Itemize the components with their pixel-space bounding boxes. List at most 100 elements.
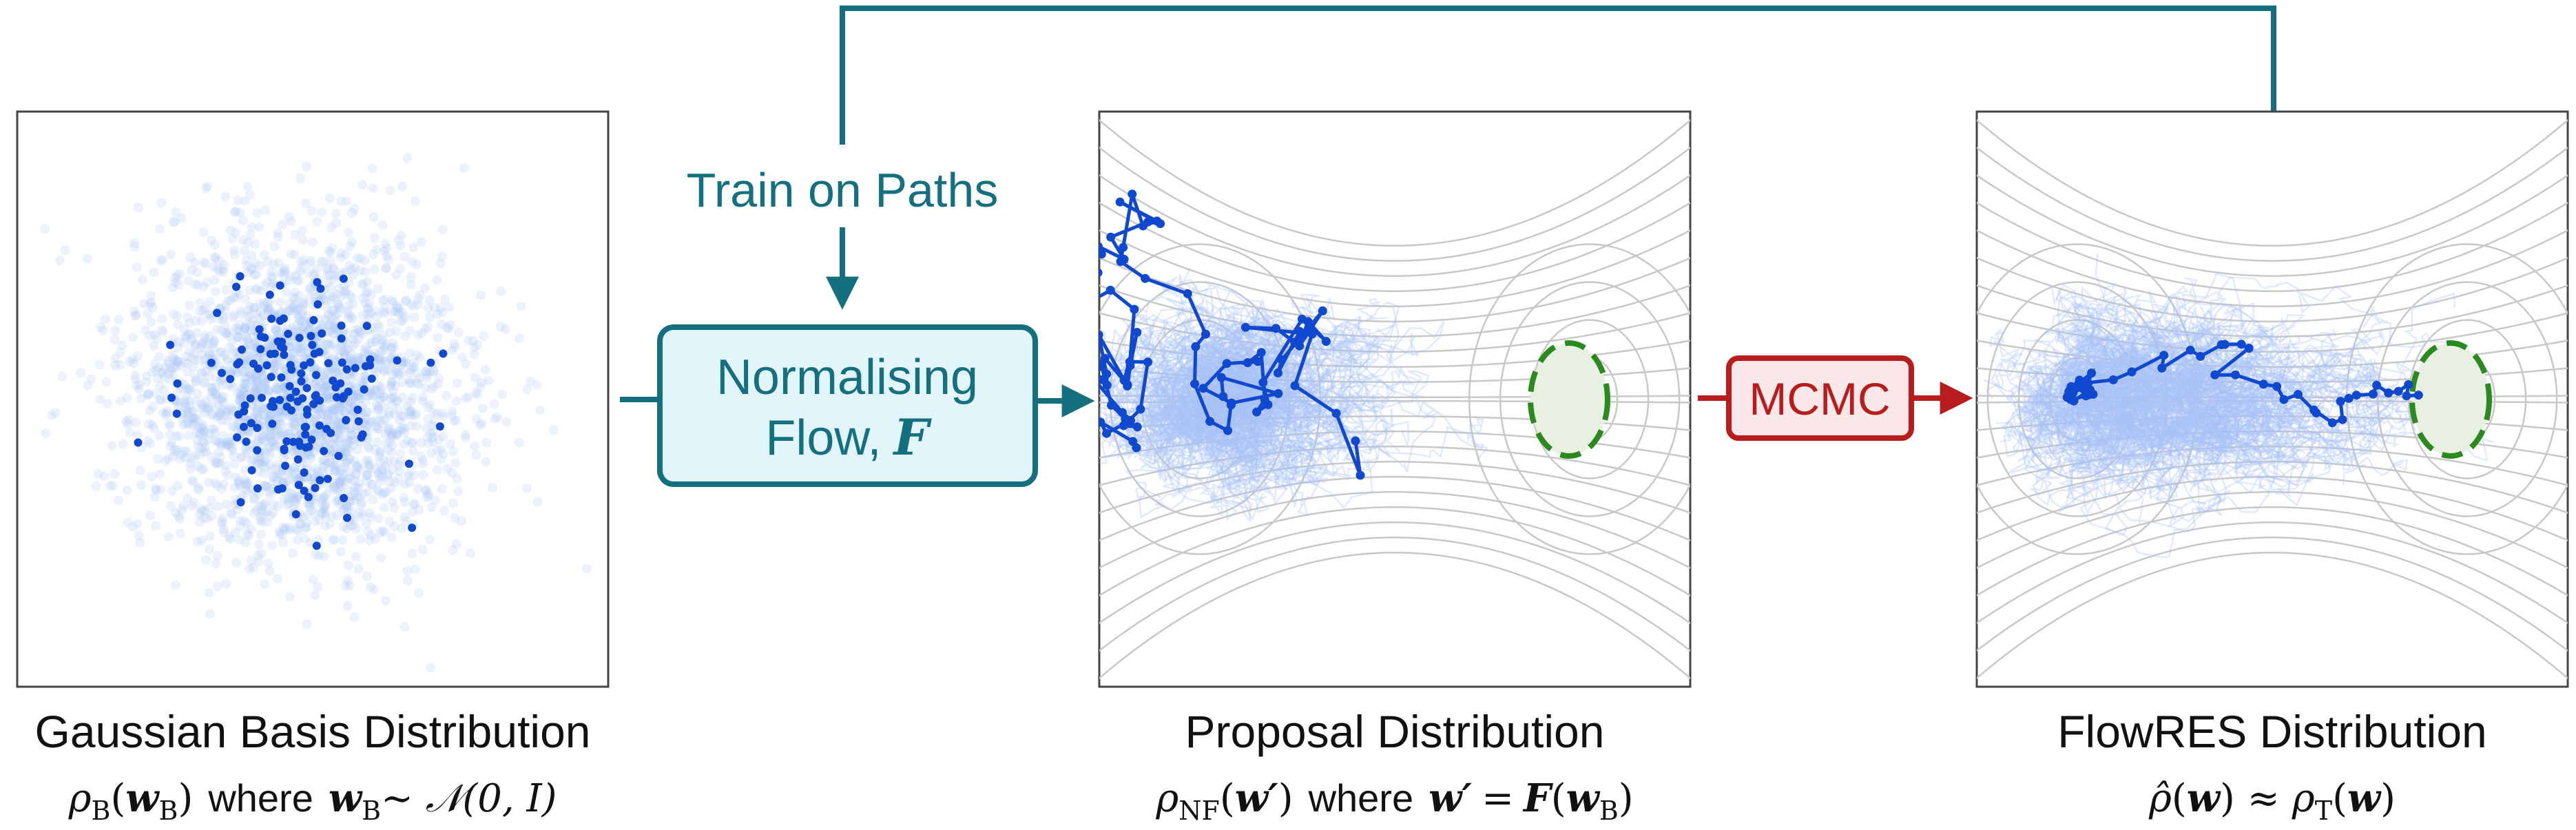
basis-light-point bbox=[401, 357, 411, 366]
basis-light-point bbox=[437, 484, 447, 494]
basis-light-point bbox=[289, 306, 300, 316]
basis-light-point bbox=[373, 355, 384, 366]
basis-light-point bbox=[428, 437, 438, 447]
basis-light-point bbox=[349, 482, 360, 492]
basis-light-point bbox=[266, 267, 276, 277]
basis-light-point bbox=[361, 343, 371, 353]
proposal-path-point bbox=[1125, 361, 1135, 371]
basis-light-point bbox=[196, 422, 207, 432]
basis-light-point bbox=[383, 444, 393, 455]
proposal-path-point bbox=[1099, 249, 1106, 259]
basis-dark-point bbox=[362, 322, 371, 331]
light-path bbox=[1186, 360, 1301, 469]
light-path bbox=[1140, 370, 1322, 464]
basis-dark-point bbox=[207, 358, 216, 367]
basis-dark-point bbox=[291, 387, 300, 396]
basis-light-point bbox=[262, 506, 272, 517]
basis-light-point bbox=[214, 400, 224, 410]
basis-light-point bbox=[260, 456, 270, 466]
light-path bbox=[1132, 386, 1247, 438]
basis-light-point bbox=[188, 362, 198, 373]
basis-light-point bbox=[325, 270, 335, 280]
basis-light-point bbox=[383, 457, 393, 466]
basis-light-point bbox=[278, 495, 289, 505]
basis-light-point bbox=[362, 309, 373, 320]
basis-light-point bbox=[385, 430, 395, 440]
basis-dark-point bbox=[266, 350, 275, 358]
basis-light-point bbox=[315, 493, 326, 504]
basis-light-point bbox=[342, 502, 353, 512]
basis-light-point bbox=[302, 268, 313, 278]
basis-light-point bbox=[353, 355, 363, 365]
basis-dark-point bbox=[269, 397, 277, 406]
basis-light-point bbox=[256, 501, 267, 511]
basis-light-point bbox=[275, 468, 285, 479]
basis-light-point bbox=[205, 531, 215, 541]
basis-light-point bbox=[408, 357, 419, 368]
basis-light-point bbox=[417, 455, 428, 465]
basis-light-point bbox=[373, 513, 384, 523]
basis-light-point bbox=[323, 369, 333, 379]
basis-light-point bbox=[292, 276, 302, 286]
basis-light-point bbox=[324, 393, 334, 404]
basis-light-point bbox=[242, 267, 253, 278]
flowres-formula-approx: ≈ bbox=[2247, 776, 2280, 821]
basis-light-point bbox=[234, 289, 245, 299]
basis-light-point bbox=[324, 368, 334, 378]
basis-light-point bbox=[167, 451, 178, 461]
basis-light-point bbox=[275, 416, 285, 426]
basis-formula-arg-sub: B bbox=[159, 796, 178, 826]
basis-light-point bbox=[450, 458, 461, 468]
basis-light-point bbox=[423, 488, 433, 499]
flowres-path-point bbox=[2080, 378, 2090, 388]
basis-light-point bbox=[336, 346, 346, 356]
light-path bbox=[2086, 307, 2245, 415]
basis-light-point bbox=[310, 379, 320, 389]
basis-light-point bbox=[208, 262, 218, 272]
basis-light-point bbox=[203, 309, 214, 320]
basis-light-point bbox=[397, 368, 408, 378]
light-path bbox=[1149, 380, 1416, 446]
basis-light-point bbox=[398, 315, 408, 325]
basis-light-point bbox=[323, 310, 333, 320]
basis-light-point bbox=[143, 388, 154, 399]
basis-light-point bbox=[428, 427, 439, 437]
basis-light-point bbox=[469, 342, 479, 353]
light-path bbox=[1243, 417, 1400, 517]
basis-light-point bbox=[391, 380, 400, 391]
basis-light-point bbox=[335, 304, 346, 314]
basis-light-point bbox=[322, 391, 333, 401]
basis-light-point bbox=[353, 564, 364, 574]
basis-light-point bbox=[322, 406, 333, 416]
basis-light-point bbox=[320, 314, 331, 324]
basis-light-point bbox=[361, 519, 371, 529]
basis-light-point bbox=[404, 477, 415, 488]
basis-light-point bbox=[273, 330, 284, 340]
basis-light-point bbox=[349, 490, 359, 501]
basis-light-point bbox=[124, 415, 134, 425]
light-path bbox=[1157, 384, 1240, 468]
basis-light-point bbox=[391, 326, 402, 336]
basis-light-point bbox=[386, 377, 397, 387]
basis-light-point bbox=[355, 492, 364, 502]
basis-light-point bbox=[367, 479, 377, 490]
basis-light-point bbox=[317, 467, 327, 477]
basis-light-point bbox=[166, 366, 176, 376]
basis-light-point bbox=[373, 284, 383, 294]
contour-line bbox=[1099, 476, 1690, 541]
basis-light-point bbox=[391, 365, 402, 375]
proposal-formula-close-paren: ) bbox=[1278, 776, 1294, 821]
basis-dark-point bbox=[254, 364, 262, 373]
basis-light-point bbox=[218, 513, 227, 523]
flowres-formula-open-paren: ( bbox=[2172, 776, 2187, 821]
proposal-path-point bbox=[1106, 232, 1116, 242]
basis-light-point bbox=[224, 404, 234, 415]
flowres-path-point bbox=[2294, 390, 2303, 400]
basis-light-point bbox=[319, 382, 329, 393]
basis-light-point bbox=[240, 322, 250, 333]
basis-light-point bbox=[83, 380, 93, 391]
basis-light-point bbox=[250, 338, 260, 348]
basis-light-point bbox=[408, 301, 419, 311]
basis-light-point bbox=[489, 399, 499, 409]
basis-light-point bbox=[207, 511, 217, 521]
